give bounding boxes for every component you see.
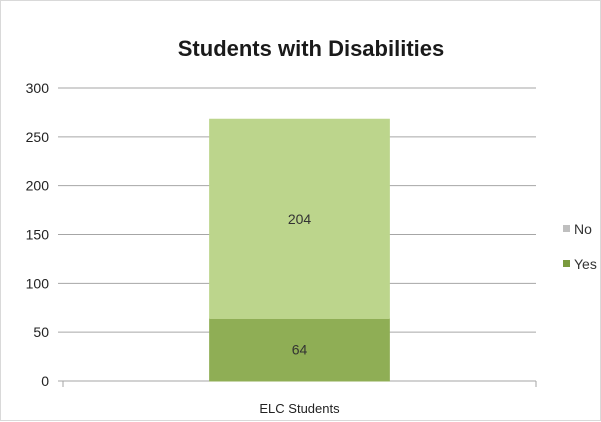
- y-tick-label: 100: [26, 275, 50, 291]
- bar-segment-yes: [209, 317, 390, 382]
- y-axis-ticks: 0 50 100 150 200 250 300: [26, 80, 50, 389]
- y-tick-label: 150: [26, 227, 50, 243]
- legend-label-yes: Yes: [574, 256, 597, 272]
- y-tick-label: 250: [26, 129, 50, 145]
- y-tick-label: 50: [33, 324, 49, 340]
- legend-label-no: No: [574, 221, 592, 237]
- bar-segment-no: [209, 118, 390, 319]
- y-tick-label: 200: [26, 178, 50, 194]
- data-labels: 64 204: [288, 211, 312, 358]
- legend-swatch-no: [563, 225, 570, 232]
- data-label-no: 204: [288, 211, 312, 227]
- x-category-label: ELC Students: [259, 401, 340, 416]
- y-tick-label: 300: [26, 80, 50, 96]
- bars: [209, 118, 390, 382]
- x-axis-categories: ELC Students: [259, 401, 340, 416]
- y-tick-label: 0: [41, 373, 49, 389]
- legend-swatch-yes: [563, 260, 570, 267]
- chart-title: Students with Disabilities: [178, 36, 444, 61]
- legend: No Yes: [563, 221, 597, 272]
- data-label-yes: 64: [292, 342, 308, 358]
